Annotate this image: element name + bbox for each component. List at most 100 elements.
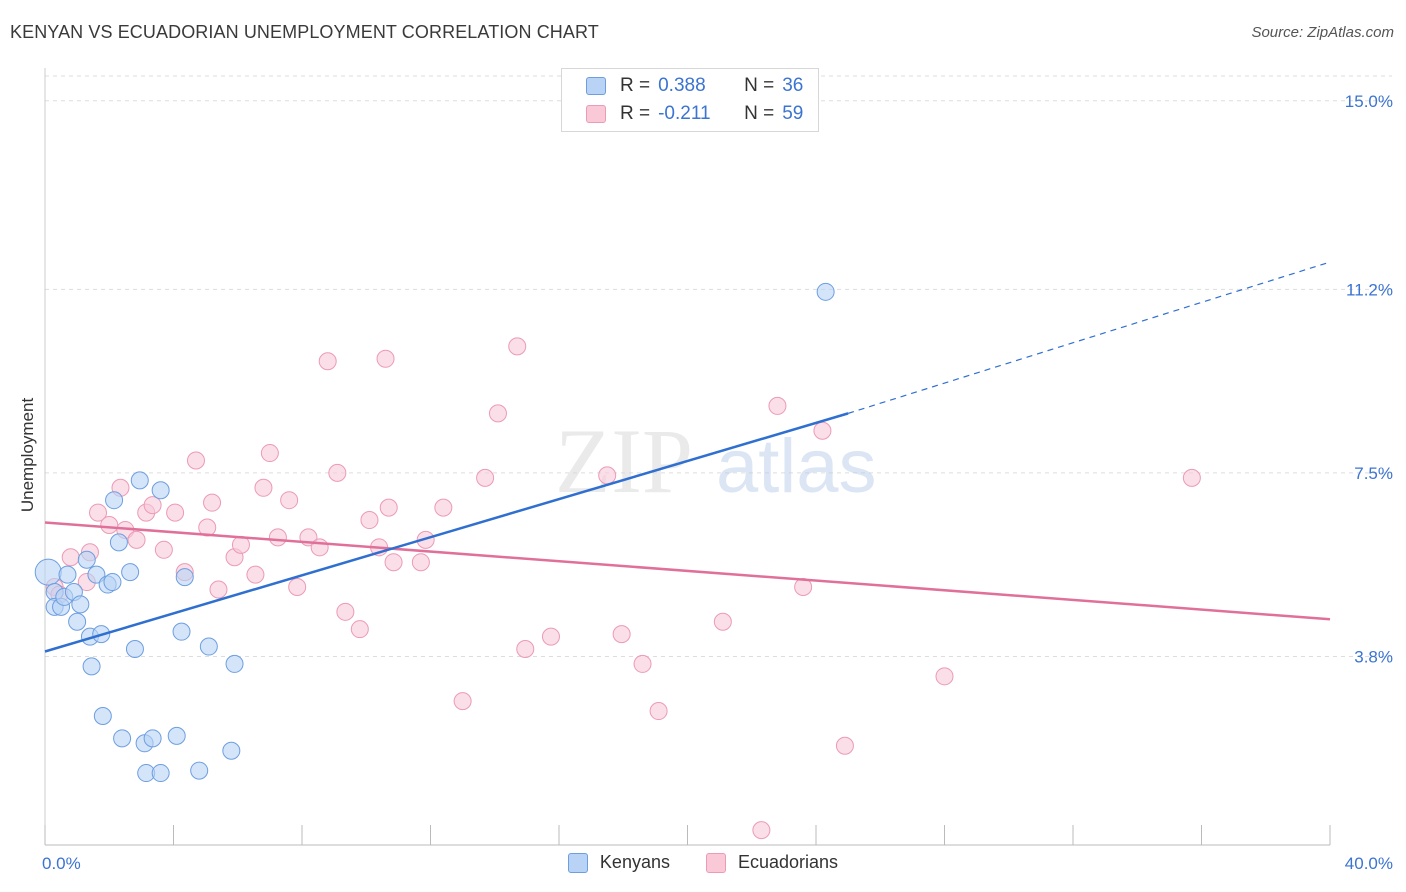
kenyan-point <box>103 573 122 592</box>
legend-r-value: -0.211 <box>658 103 711 124</box>
kenyan-point <box>816 282 835 301</box>
ecuadorian-point <box>127 530 146 549</box>
kenyan-trend-line <box>44 412 849 653</box>
ecuadorian-point <box>508 337 527 356</box>
x-tick-labels: 0.0% 40.0% <box>42 854 1393 873</box>
kenyan-point <box>151 764 170 783</box>
source-label: Source: ZipAtlas.com <box>1251 24 1394 41</box>
kenyan-points <box>34 282 835 783</box>
ecuadorian-point <box>318 352 337 371</box>
ecuadorian-point <box>246 565 265 584</box>
ecuadorian-swatch <box>586 105 606 123</box>
kenyan-point <box>225 654 244 673</box>
correlation-legend: R = 0.388 N = 36 R = -0.211 N = 59 <box>561 68 819 132</box>
y-tick-label: 11.2% <box>1346 280 1393 299</box>
kenyan-point <box>87 565 106 584</box>
ecuadorian-point <box>288 578 307 597</box>
kenyan-point <box>175 568 194 587</box>
legend-item-kenyans: Kenyans <box>567 852 670 873</box>
ecuadorian-point <box>612 625 631 644</box>
ecuadorian-point <box>813 421 832 440</box>
series-legend: Kenyans Ecuadorians <box>0 852 1406 873</box>
ecuadorian-point <box>1182 468 1201 487</box>
kenyan-trend-extension <box>847 261 1331 414</box>
legend-label-kenyans: Kenyans <box>599 852 670 872</box>
chart-title: KENYAN VS ECUADORIAN UNEMPLOYMENT CORREL… <box>10 22 599 42</box>
legend-n-label: N = <box>744 103 775 124</box>
x-tick-label: 40.0% <box>1345 854 1393 873</box>
y-tick-label: 3.8% <box>1354 647 1393 666</box>
kenyan-swatch <box>586 77 606 95</box>
ecuadorian-point <box>476 468 495 487</box>
legend-item-ecuadorians: Ecuadorians <box>705 852 838 873</box>
kenyan-point <box>34 558 62 586</box>
ecuadorian-point <box>350 620 369 639</box>
kenyan-point <box>130 471 149 490</box>
ecuadorian-point <box>598 466 617 485</box>
legend-r-value: 0.388 <box>658 75 706 96</box>
watermark-atlas: atlas <box>716 424 877 509</box>
ecuadorian-point <box>379 498 398 517</box>
ecuadorian-point <box>268 528 287 547</box>
kenyan-point <box>58 565 77 584</box>
watermark-zip: ZIP <box>555 410 693 512</box>
y-tick-label: 7.5% <box>1354 464 1393 483</box>
ecuadorian-point <box>434 498 453 517</box>
legend-r-label: R = <box>620 103 651 124</box>
ecuadorian-point <box>209 580 228 599</box>
kenyan-point <box>82 657 101 676</box>
ecuadorian-point <box>768 396 787 415</box>
kenyan-point <box>68 612 87 631</box>
ecuadorian-point <box>336 602 355 621</box>
ecuadorian-point <box>835 736 854 755</box>
ecuadorian-point <box>411 553 430 572</box>
kenyan-point <box>172 622 191 641</box>
legend-n-value: 59 <box>782 103 804 124</box>
ecuadorian-point <box>488 404 507 423</box>
kenyan-swatch <box>567 852 588 873</box>
ecuadorian-point <box>143 496 162 515</box>
y-axis-label: Unemployment <box>18 398 37 513</box>
kenyan-point <box>77 550 96 569</box>
ecuadorian-point <box>61 548 80 567</box>
ecuadorian-point <box>360 511 379 530</box>
ecuadorian-point <box>935 667 954 686</box>
ecuadorian-point <box>166 503 185 522</box>
legend-n-label: N = <box>744 75 775 96</box>
ecuadorian-swatch <box>705 852 726 873</box>
kenyan-point <box>93 707 112 726</box>
kenyan-point <box>151 481 170 500</box>
kenyan-point <box>113 729 132 748</box>
ecuadorian-point <box>186 451 205 470</box>
y-tick-label: 15.0% <box>1345 92 1393 111</box>
ecuadorian-point <box>254 478 273 497</box>
kenyan-point <box>143 729 162 748</box>
y-tick-labels: 3.8% 7.5% 11.2% 15.0% <box>1345 92 1393 667</box>
legend-r-label: R = <box>620 75 651 96</box>
ecuadorian-point <box>633 654 652 673</box>
ecuadorian-point <box>310 538 329 557</box>
legend-row-kenyans: R = 0.388 N = 36 <box>586 73 803 99</box>
grid-lines <box>45 75 1392 657</box>
ecuadorian-point <box>384 553 403 572</box>
ecuadorian-point <box>752 821 771 840</box>
kenyan-point <box>167 726 186 745</box>
kenyan-point <box>199 637 218 656</box>
kenyan-point <box>71 595 90 614</box>
ecuadorian-point <box>453 692 472 711</box>
watermark: ZIP atlas <box>555 410 877 512</box>
ecuadorian-point <box>713 612 732 631</box>
ecuadorian-points <box>45 337 1201 840</box>
legend-row-ecuadorians: R = -0.211 N = 59 <box>586 101 803 127</box>
ecuadorian-point <box>89 503 108 522</box>
kenyan-point <box>190 761 209 780</box>
ecuadorian-point <box>280 491 299 510</box>
ecuadorian-point <box>260 444 279 463</box>
ecuadorian-point <box>649 702 668 721</box>
ecuadorian-point <box>154 540 173 559</box>
kenyan-point <box>105 491 124 510</box>
ecuadorian-point <box>203 493 222 512</box>
ecuadorian-trend-line <box>44 521 1331 621</box>
kenyan-point <box>109 533 128 552</box>
kenyan-point <box>125 640 144 659</box>
